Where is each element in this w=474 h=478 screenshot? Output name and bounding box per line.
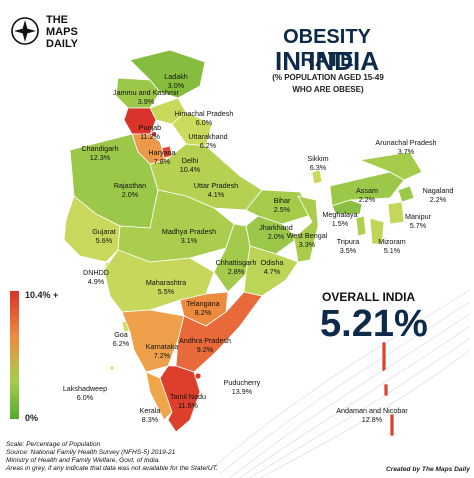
overall-value: 5.21%	[320, 303, 428, 345]
label-chhattisgarh: Chhattisgarh 2.8%	[215, 258, 257, 276]
region-mizoram	[369, 217, 385, 245]
label-haryana: Haryana 7.8%	[148, 148, 176, 166]
label-jharkhand: Jharkhand 2.0%	[259, 223, 293, 241]
brand-name: THE MAPS DAILY	[46, 14, 78, 50]
label-himachal: Himachal Pradesh 6.0%	[174, 109, 234, 127]
compass-logo-icon	[11, 17, 39, 45]
title-line2: IN INDIA	[275, 46, 379, 76]
region-odisha	[243, 245, 299, 297]
brand-line2: MAPS	[46, 26, 78, 38]
label-lakshadweep: Lakshadweep 6.0%	[62, 384, 108, 402]
label-madhya-pradesh: Madhya Pradesh 3.1%	[161, 227, 217, 245]
region-nagaland	[397, 185, 415, 203]
label-bihar: Bihar 2.5%	[273, 196, 291, 214]
region-lakshadweep	[109, 365, 115, 371]
overall-label: OVERALL INDIA	[322, 290, 416, 304]
credit-text: Created by The Maps Daily	[386, 466, 470, 473]
label-andhra-pradesh: Andhra Pradesh 9.2%	[179, 336, 231, 354]
region-uttarakhand	[171, 111, 213, 147]
footer-line3: Ministry of Health and Family Welfare, G…	[6, 457, 161, 464]
subtitle-line1: (% POPULATION AGED 15-49	[272, 73, 384, 82]
label-tamil-nadu: Tamil Nadu 11.5%	[170, 392, 206, 410]
region-meghalaya	[331, 199, 363, 215]
label-jammu-kashmir: Jammu and Kashmir 3.9%	[113, 88, 179, 106]
brand-line3: DAILY	[46, 38, 78, 50]
subtitle-line2: WHO ARE OBESE)	[292, 85, 364, 94]
label-karnataka: Karnataka 7.2%	[145, 342, 179, 360]
region-chandigarh	[151, 131, 157, 137]
region-sikkim	[311, 169, 323, 185]
label-uttarakhand: Uttarakhand 6.2%	[188, 132, 228, 150]
region-arunachal	[358, 151, 423, 181]
footer-line4: Areas in grey, if any indicate that data…	[6, 465, 218, 472]
region-kerala	[145, 371, 173, 421]
label-kerala: Kerala 8.3%	[139, 406, 161, 424]
footer-line1: Scale: Percentage of Population	[6, 441, 101, 448]
label-tripura: Tripura 3.5%	[336, 237, 360, 255]
label-maharashtra: Maharashtra 5.5%	[145, 278, 187, 296]
decorative-lines	[209, 289, 471, 478]
label-ladakh: Ladakh 3.0%	[164, 72, 188, 90]
region-andhra-pradesh	[175, 291, 263, 373]
label-meghalaya: Meghalaya 1.5%	[322, 210, 358, 228]
label-telangana: Telangana 8.2%	[186, 299, 220, 317]
label-odisha: Odisha 4.7%	[260, 258, 284, 276]
region-puducherry	[194, 372, 202, 380]
region-west-bengal	[293, 195, 319, 263]
label-goa: Goa 6.2%	[112, 330, 130, 348]
label-gujarat: Gujarat 5.6%	[92, 227, 116, 245]
label-andaman-nicobar: Andaman and Nicobar 12.8%	[336, 406, 408, 424]
label-sikkim: Sikkim 6.3%	[307, 154, 329, 172]
legend-max-label: 10.4% +	[25, 290, 59, 300]
label-west-bengal: West Bengal 3.3%	[286, 231, 328, 249]
label-manipur: Manipur 5.7%	[405, 212, 431, 230]
brand-line1: THE	[46, 14, 68, 26]
title-line1: OBESITY RATE	[283, 26, 371, 71]
label-uttar-pradesh: Uttar Pradesh 4.1%	[193, 181, 239, 199]
region-andaman-nicobar	[381, 341, 387, 373]
label-rajasthan: Rajasthan 2.0%	[113, 181, 147, 199]
region-tamil-nadu	[159, 365, 201, 433]
label-punjab: Punjab 11.2%	[138, 123, 162, 141]
label-dnhdd: DNHDD 4.9%	[83, 268, 109, 286]
legend-color-bar	[10, 291, 19, 419]
label-nagaland: Nagaland 2.2%	[422, 186, 454, 204]
region-tripura	[355, 215, 367, 237]
label-puducherry: Puducherry 13.9%	[223, 378, 261, 396]
label-delhi: Delhi 10.4%	[179, 156, 201, 174]
label-arunachal: Arunachal Pradesh 3.7%	[375, 138, 437, 156]
legend-min-label: 0%	[25, 413, 39, 423]
label-mizoram: Mizoram 5.1%	[378, 237, 406, 255]
footer-line2: Source: National Family Health Survey (N…	[6, 449, 176, 456]
region-manipur	[387, 201, 405, 225]
label-assam: Assam 2.2%	[356, 186, 378, 204]
label-chandigarh: Chandigarh 12.3%	[81, 144, 119, 162]
